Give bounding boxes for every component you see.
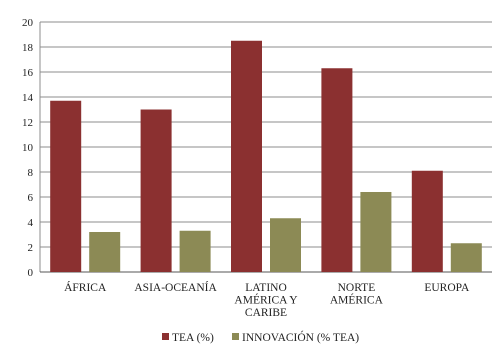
category-label: LATINO [245, 282, 287, 294]
bar-innovacion [450, 243, 482, 272]
category-label: AMÉRICA Y [234, 293, 298, 307]
y-axis-tick-labels: 0 2 4 6 8 10 12 14 16 18 20 [22, 17, 34, 279]
bar-tea [50, 100, 82, 272]
y-tick-label: 12 [22, 117, 33, 129]
bar-tea [231, 40, 262, 272]
bar-innovacion [270, 218, 301, 272]
legend: TEA (%) INNOVACIÓN (% TEA) [162, 330, 359, 344]
y-tick-label: 0 [28, 267, 34, 279]
bar-tea [411, 170, 443, 272]
category-label: ÁFRICA [64, 280, 107, 294]
bar-innovacion [179, 230, 211, 272]
category-label: ASIA-OCEANÍA [134, 280, 217, 294]
legend-label: INNOVACIÓN (% TEA) [242, 330, 359, 344]
legend-swatch [232, 333, 239, 340]
y-tick-label: 8 [28, 167, 34, 179]
category-label: AMÉRICA [330, 293, 384, 307]
y-tick-label: 18 [22, 42, 34, 54]
y-tick-label: 4 [28, 217, 34, 229]
y-tick-label: 2 [28, 242, 34, 254]
y-tick-label: 10 [22, 142, 34, 154]
category-label: CARIBE [245, 307, 287, 319]
legend-label: TEA (%) [172, 332, 214, 344]
bar-innovacion [360, 192, 392, 272]
bar-innovacion [89, 232, 121, 272]
category-label: EUROPA [424, 282, 470, 294]
bars [50, 40, 482, 272]
legend-swatch [162, 333, 169, 340]
y-tick-label: 20 [22, 17, 34, 29]
bar-tea [140, 109, 172, 272]
y-tick-label: 14 [22, 92, 34, 104]
category-label: NORTE [338, 282, 376, 294]
y-tick-label: 6 [28, 192, 34, 204]
y-tick-label: 16 [22, 67, 34, 79]
gridlines [40, 21, 492, 248]
bar-tea [321, 68, 353, 272]
